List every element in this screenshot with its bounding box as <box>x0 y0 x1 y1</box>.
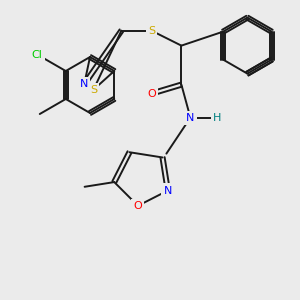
Text: N: N <box>164 186 172 196</box>
Text: N: N <box>186 112 195 123</box>
Text: S: S <box>148 26 155 36</box>
Text: H: H <box>213 112 222 123</box>
Text: O: O <box>147 88 156 99</box>
Text: S: S <box>90 85 97 95</box>
Text: N: N <box>80 80 88 89</box>
Text: O: O <box>134 201 142 211</box>
Text: Cl: Cl <box>32 50 43 59</box>
